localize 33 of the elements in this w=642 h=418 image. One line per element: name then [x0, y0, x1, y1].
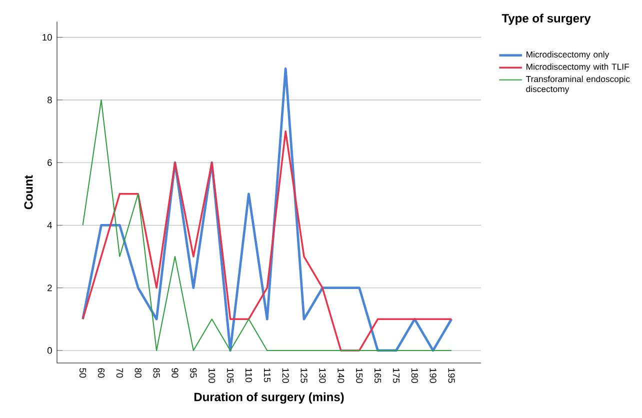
- x-tick-label: 90: [172, 368, 178, 378]
- y-tick-label: 4: [47, 222, 52, 228]
- x-tick-label: 190: [430, 368, 436, 383]
- x-tick-label: 100: [208, 368, 216, 383]
- x-tick-label: 195: [448, 368, 455, 383]
- y-tick-label: 8: [48, 96, 52, 104]
- x-tick-label: 50: [80, 368, 86, 378]
- x-tick-label: 95: [190, 368, 197, 378]
- y-tick-label: 0: [47, 347, 52, 354]
- x-tick-label: 165: [374, 368, 382, 383]
- x-tick-label: 60: [98, 368, 105, 378]
- x-tick-label: 150: [356, 368, 363, 383]
- x-tick-label: 70: [116, 368, 123, 378]
- legend-title: Type of surgery: [502, 14, 591, 25]
- x-tick-label: 85: [153, 368, 160, 378]
- x-tick-label: 130: [319, 368, 326, 383]
- x-tick-label: 115: [264, 368, 270, 382]
- y-tick-label: 2: [48, 284, 52, 292]
- x-tick-label: 105: [226, 368, 234, 383]
- x-tick-label: 80: [134, 368, 142, 378]
- x-tick-label: 120: [282, 368, 289, 383]
- x-tick-label: 175: [392, 368, 400, 383]
- legend-label: Transforaminal endoscopic discectomy: [526, 76, 630, 94]
- x-tick-label: 180: [411, 368, 418, 383]
- y-axis-title: Count: [24, 175, 33, 210]
- y-tick-label: 6: [48, 159, 52, 166]
- y-tick-label: 10: [42, 34, 52, 41]
- x-axis-title: Duration of surgery (mins): [194, 392, 344, 404]
- legend-label: Microdiscectomy only: [526, 51, 610, 60]
- x-tick-label: 110: [245, 368, 252, 382]
- x-tick-label: 125: [300, 368, 308, 383]
- legend-label: Microdiscectomy with TLIF: [526, 63, 629, 72]
- x-tick-label: 140: [338, 368, 344, 383]
